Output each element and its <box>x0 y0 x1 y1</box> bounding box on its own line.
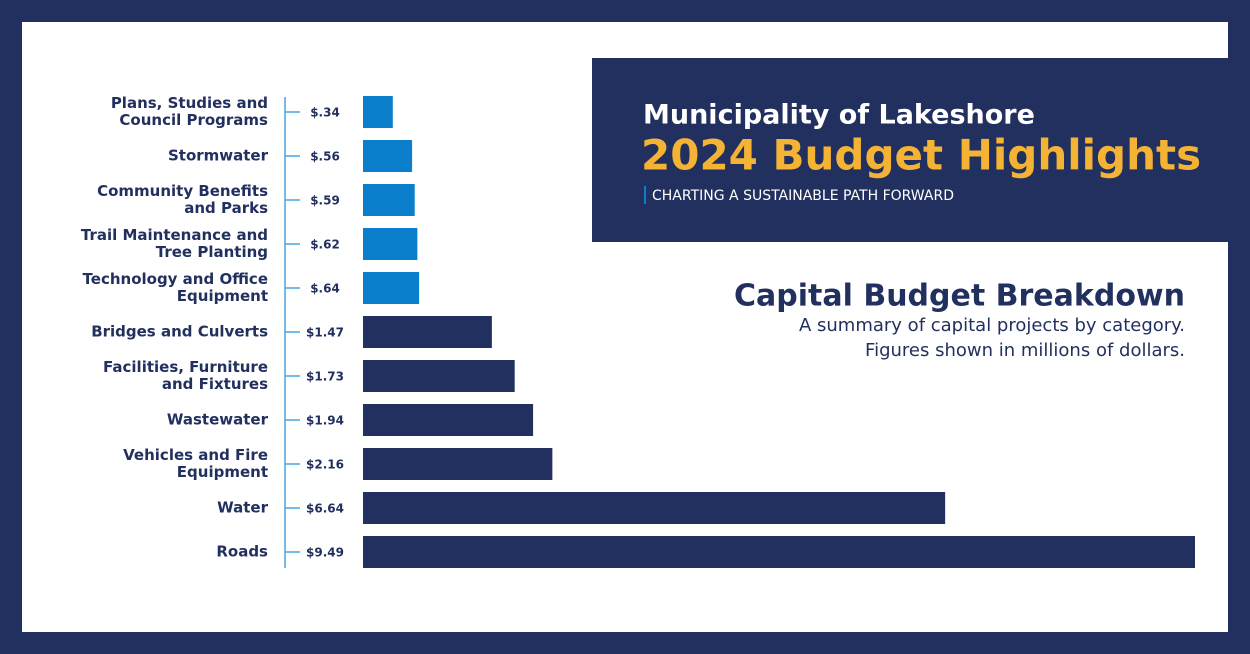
category-label: Plans, Studies and Council Programs <box>110 94 268 129</box>
bar <box>363 448 553 480</box>
category-label: Roads <box>216 542 268 561</box>
bar <box>363 140 413 172</box>
chart-subtitle: A summary of capital projects by categor… <box>799 315 1185 336</box>
bar <box>363 360 515 392</box>
bar <box>363 228 418 260</box>
bar <box>363 536 1195 568</box>
value-label: $.34 <box>310 106 340 120</box>
value-label: $9.49 <box>306 546 344 560</box>
category-label: Stormwater <box>167 146 268 165</box>
bar <box>363 492 946 524</box>
value-label: $.56 <box>310 150 340 164</box>
value-label: $2.16 <box>306 458 344 472</box>
value-label: $.64 <box>310 282 340 296</box>
header-box <box>592 58 1228 242</box>
headline: 2024 Budget Highlights <box>641 131 1201 180</box>
category-label: Water <box>217 498 268 517</box>
category-label: Bridges and Culverts <box>91 322 268 341</box>
bar <box>363 404 534 436</box>
category-label: Facilities, Furniture and Fixtures <box>103 358 268 393</box>
category-label: Trail Maintenance and Tree Planting <box>80 226 268 261</box>
value-label: $1.47 <box>306 326 344 340</box>
chart-title: Capital Budget Breakdown <box>734 279 1185 314</box>
value-label: $1.73 <box>306 370 344 384</box>
value-label: $6.64 <box>306 502 344 516</box>
chart-subtitle: Figures shown in millions of dollars. <box>865 340 1185 361</box>
category-label: Wastewater <box>166 410 268 429</box>
organization: Municipality of Lakeshore <box>643 100 1035 131</box>
bar <box>363 184 415 216</box>
bar <box>363 96 393 128</box>
tagline: CHARTING A SUSTAINABLE PATH FORWARD <box>652 188 954 204</box>
bar <box>363 316 492 348</box>
bar <box>363 272 420 304</box>
value-label: $1.94 <box>306 414 344 428</box>
value-label: $.59 <box>310 194 340 208</box>
value-label: $.62 <box>310 238 340 252</box>
tagline-bar <box>644 186 646 204</box>
category-label: Vehicles and Fire Equipment <box>123 446 268 481</box>
category-label: Community Benefits and Parks <box>97 182 268 217</box>
category-label: Technology and Office Equipment <box>82 270 268 305</box>
